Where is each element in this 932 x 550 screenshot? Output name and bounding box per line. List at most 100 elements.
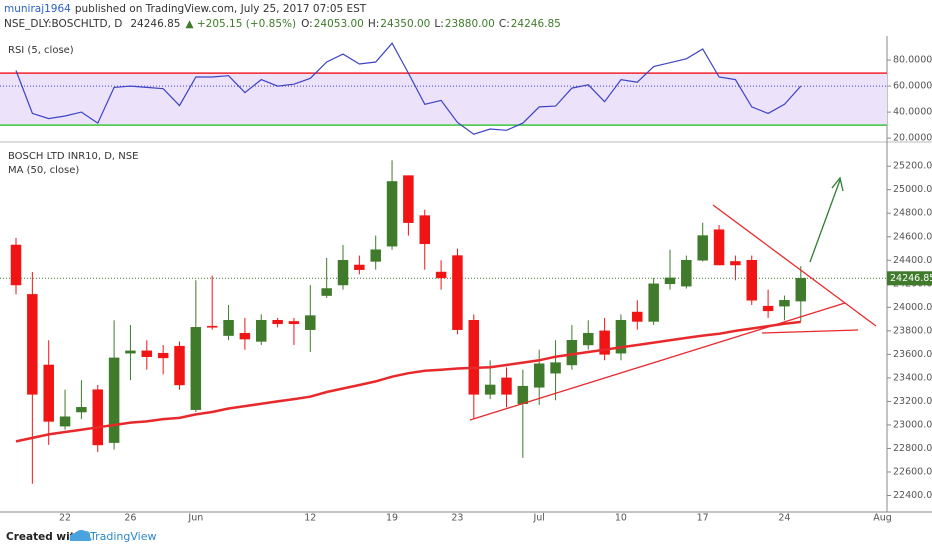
candle-body xyxy=(632,311,643,322)
pane-title: RSI (5, close) xyxy=(8,45,74,56)
legend-entry: MA (50, close) xyxy=(8,165,79,176)
footer xyxy=(0,526,932,550)
candle-body xyxy=(321,288,332,296)
y-tick-label: 23800.00 xyxy=(893,325,932,336)
candle-body xyxy=(599,330,610,355)
candle-body xyxy=(746,260,757,301)
candle-body xyxy=(517,385,529,405)
y-tick-label: 25000.00 xyxy=(893,184,932,195)
candle-body xyxy=(337,260,349,286)
y-tick-label: 20.0000 xyxy=(893,133,932,144)
logo[interactable] xyxy=(69,529,92,541)
ohlc-value: 23880.00 xyxy=(445,18,495,30)
candle-body xyxy=(713,229,725,266)
drawings xyxy=(469,176,877,421)
candle-body xyxy=(370,249,381,262)
ma-line xyxy=(15,320,801,443)
candle-body xyxy=(779,300,790,307)
x-tick-label: 26 xyxy=(124,513,136,524)
candle-body xyxy=(484,384,496,395)
x-tick-label: 10 xyxy=(615,513,627,524)
y-tick-label: 23000.00 xyxy=(893,419,932,430)
rsi-band xyxy=(0,73,887,126)
candle-body xyxy=(141,350,153,357)
candle-body xyxy=(664,277,676,285)
x-tick-label: 23 xyxy=(451,513,463,524)
candle-body xyxy=(108,357,120,443)
y-tick-label: 23200.00 xyxy=(893,396,932,407)
plot: 20.0000 40.0000 60.0000 80.0000 RSI (5, clos… xyxy=(0,42,932,524)
y-tick-label: 22600.00 xyxy=(893,467,932,478)
candle-body xyxy=(386,181,398,247)
candle-body xyxy=(533,363,545,388)
candle-body xyxy=(27,294,38,395)
y-tick-label: 60.0000 xyxy=(893,81,932,92)
candle-body xyxy=(239,332,251,340)
x-tick-label: 12 xyxy=(304,513,316,524)
ohlc-value: 24350.00 xyxy=(380,18,430,30)
publish-line: muniraj1964 published on TradingView.com,… xyxy=(4,3,367,15)
candle-body xyxy=(697,235,708,261)
x-tick-label: Jul xyxy=(532,513,544,524)
candle-body xyxy=(174,345,185,386)
candle-body xyxy=(419,215,430,245)
y-tick-label: 23400.00 xyxy=(893,372,932,383)
candle-body xyxy=(256,320,267,342)
candle-body xyxy=(354,264,365,270)
candle-body xyxy=(206,325,218,328)
y-tick-label: 24400.00 xyxy=(893,255,932,266)
change: ▲ +205.15 (+0.85%) xyxy=(185,18,296,30)
candle-body xyxy=(648,283,659,322)
candle-body xyxy=(435,271,447,279)
candle-body xyxy=(550,362,561,374)
arrow xyxy=(809,179,841,263)
candle-body xyxy=(125,350,136,354)
x-tick-label: 22 xyxy=(59,513,71,524)
x-tick-label: Aug xyxy=(873,513,892,524)
candle-body xyxy=(583,332,594,346)
ohlc-label: L: xyxy=(434,18,443,30)
arrow-head xyxy=(831,176,844,192)
candle-body xyxy=(762,305,774,312)
trend-line xyxy=(469,302,846,421)
candle-body xyxy=(288,321,300,325)
candle-body xyxy=(92,389,103,446)
footer-text: Created with xyxy=(6,531,82,543)
candle-body xyxy=(452,255,463,330)
ohlc-value: 24246.85 xyxy=(511,18,561,30)
candle-body xyxy=(730,261,741,266)
candle-body xyxy=(615,320,627,354)
candle-body xyxy=(501,377,512,395)
rsi-line xyxy=(15,42,802,135)
x-tick-label: 17 xyxy=(697,513,709,524)
candle-body xyxy=(223,320,234,336)
y-tick-label: 24800.00 xyxy=(893,208,932,219)
candle-body xyxy=(43,364,54,422)
ohlc-label: O: xyxy=(301,18,313,30)
candle-body xyxy=(681,260,692,287)
footer-brand[interactable]: TradingView xyxy=(89,530,156,543)
candle-body xyxy=(468,320,480,395)
y-tick-label: 80.0000 xyxy=(893,55,932,66)
y-tick-label: 22400.00 xyxy=(893,490,932,501)
ohlc-label: C: xyxy=(499,18,510,30)
symbol-line: NSE_DLY:BOSCHLTD, D 24246.85 ▲ +205.15 (+0… xyxy=(4,18,561,30)
ohlc-label: H: xyxy=(368,18,379,30)
symbol: NSE_DLY:BOSCHLTD, D xyxy=(4,18,122,30)
last-price: 24246.85 xyxy=(130,18,180,30)
ohlc-value: 24053.00 xyxy=(314,18,364,30)
candle-body xyxy=(59,416,71,427)
last-price-label: 24246.85 xyxy=(890,273,932,284)
last-price-box xyxy=(887,271,932,286)
candle-body xyxy=(190,327,202,410)
candle-body xyxy=(566,340,578,366)
trend-line xyxy=(712,204,877,327)
x-tick-label: Jun xyxy=(187,513,203,524)
candle-body xyxy=(76,407,87,413)
candle-body xyxy=(305,315,316,330)
x-tick-label: 19 xyxy=(386,513,398,524)
published: published on TradingView.com, July 25, 2… xyxy=(75,3,367,15)
y-tick-label: 24600.00 xyxy=(893,231,932,242)
candle-body xyxy=(10,244,22,286)
